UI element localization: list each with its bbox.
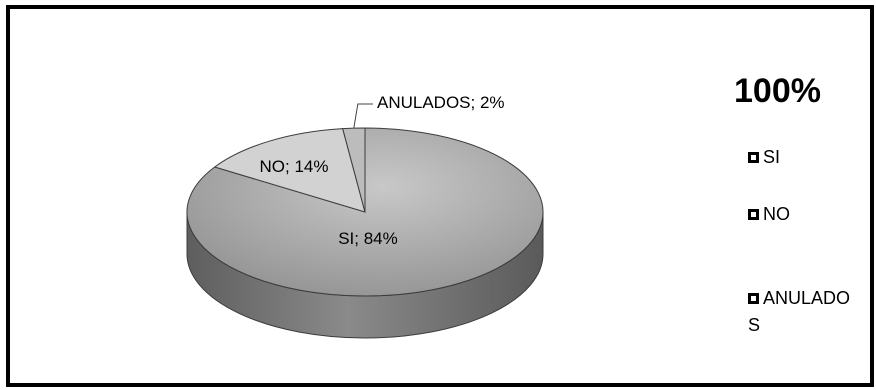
- pie-slice-si: [186, 127, 544, 297]
- legend-item-si: SI: [748, 144, 864, 171]
- data-label-no: NO; 14%: [260, 157, 329, 176]
- data-label-si: SI; 84%: [338, 229, 398, 248]
- data-label-anulados: ANULADOS; 2%: [377, 93, 505, 112]
- legend-item-anulados: ANULADO S: [748, 258, 864, 339]
- legend-title: 100%: [734, 72, 821, 110]
- legend-label-si: SI: [763, 147, 781, 167]
- legend-item-no: NO: [748, 201, 864, 228]
- legend-swatch-anulados: [748, 293, 759, 304]
- legend-swatch-no: [748, 209, 759, 220]
- leader-line-anulados: [353, 103, 373, 129]
- legend-swatch-si: [748, 152, 759, 163]
- pie-slice-no: [213, 128, 366, 213]
- legend-label-anulados: ANULADO S: [748, 288, 851, 335]
- legend-label-no: NO: [763, 204, 790, 224]
